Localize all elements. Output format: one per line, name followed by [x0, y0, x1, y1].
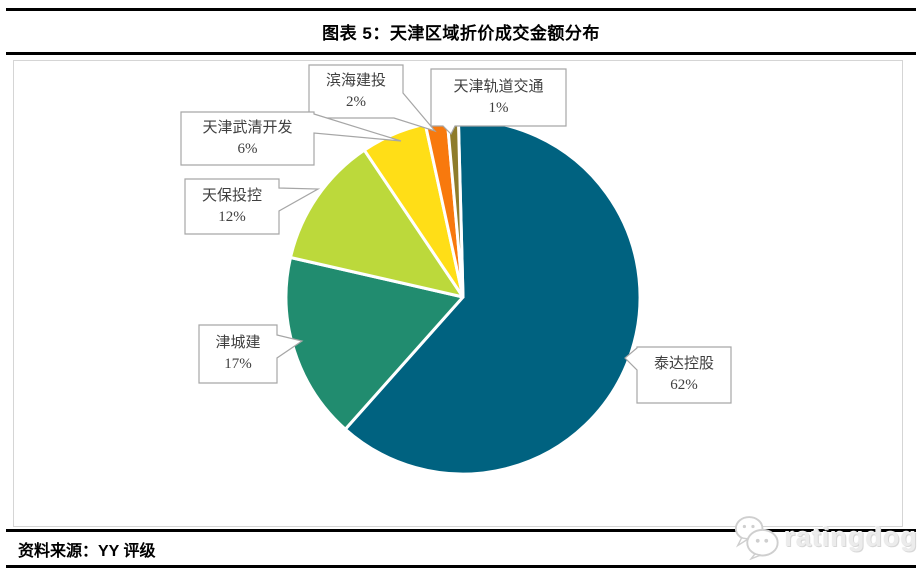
watermark-logo: ratingdog — [733, 511, 918, 563]
callout-percent: 12% — [218, 208, 246, 225]
divider-line-top — [6, 8, 916, 11]
callout-percent: 1% — [488, 99, 509, 116]
divider-line-above-source — [6, 529, 916, 532]
callout-name: 天津武清开发 — [202, 119, 293, 136]
callout-name: 天保投控 — [201, 187, 262, 204]
callout-percent: 2% — [346, 93, 366, 110]
divider-line-below-title — [6, 52, 916, 55]
callout-binhai: 滨海建投 2% — [309, 65, 403, 118]
chart-title: 图表 5：天津区域折价成交金额分布 — [322, 24, 600, 43]
pie-chart — [180, 64, 732, 476]
callout-name: 泰达控股 — [653, 356, 714, 372]
callout-percent: 6% — [237, 140, 258, 157]
title-row: 图表 5：天津区域折价成交金额分布 — [6, 11, 916, 52]
callout-box-shape — [180, 111, 402, 166]
callout-box-shape — [184, 178, 321, 235]
callout-name: 津城建 — [215, 335, 261, 351]
callout-name: 天津轨道交通 — [453, 78, 544, 95]
callout-wuqing: 天津武清开发 6% — [181, 112, 314, 165]
chart-area: 泰达控股 62% 津城建 17% 天保投控 12% 天津武清开发 6% 滨海建投… — [13, 60, 903, 527]
callout-box-shape — [198, 324, 304, 384]
callout-name: 滨海建投 — [325, 72, 386, 89]
callout-tianbao: 天保投控 12% — [185, 179, 279, 234]
callout-rail-transit: 天津轨道交通 1% — [431, 69, 566, 126]
callout-percent: 17% — [224, 356, 252, 372]
callout-taida-holdings: 泰达控股 62% — [637, 347, 731, 403]
callout-box-shape — [624, 346, 732, 404]
pie-slice-1 — [284, 256, 465, 431]
watermark-text: ratingdog — [784, 521, 918, 552]
pie-slice-2 — [289, 148, 465, 299]
callout-jinchengjian: 津城建 17% — [199, 325, 277, 383]
source-row: 资料来源：YY 评级 — [18, 534, 156, 564]
chat-bubbles-icon — [734, 516, 779, 560]
divider-line-bottom — [6, 565, 916, 568]
source-label: 资料来源：YY 评级 — [18, 543, 156, 560]
callout-box-shape — [430, 68, 567, 136]
callout-percent: 62% — [670, 377, 698, 393]
